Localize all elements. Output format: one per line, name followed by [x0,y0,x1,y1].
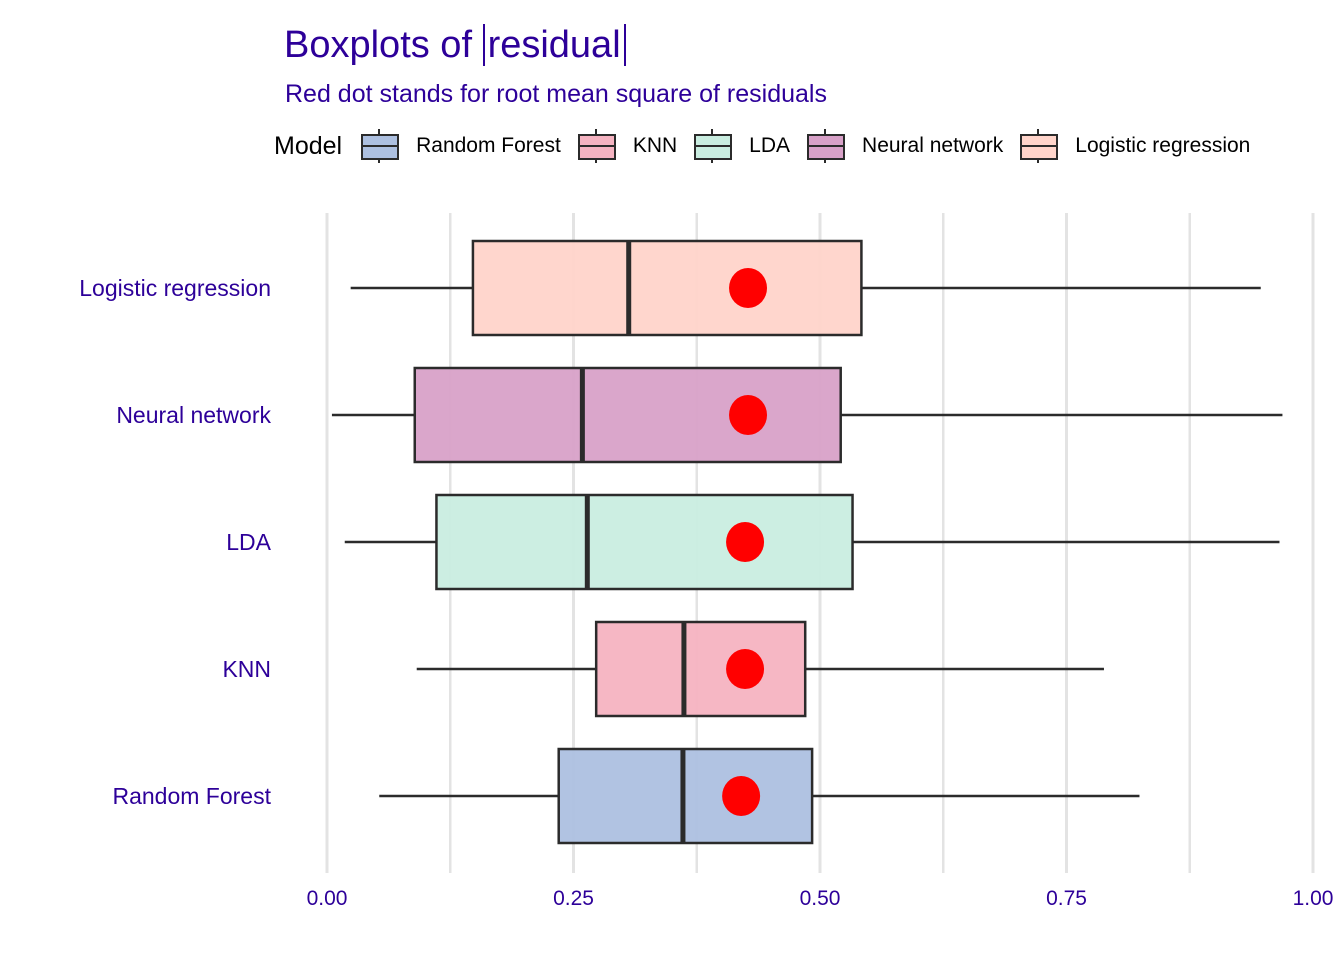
boxplot-knn [416,620,1104,718]
boxplot-neural-network [331,366,1283,464]
boxplots [331,239,1283,845]
legend-label: KNN [632,134,678,157]
legend-label: Logistic regression [1075,134,1251,157]
boxplot-logistic-regression [350,239,1261,337]
rmse-point [722,776,761,816]
rmse-point [726,649,765,689]
legend-item-neural-network: Neural network [806,128,1003,164]
rmse-point [729,268,768,308]
legend-item-random-forest: Random Forest [360,128,561,164]
iqr-box [435,493,854,591]
boxplot-random-forest [379,747,1140,845]
rmse-point [729,395,768,435]
x-tick-label: 0.25 [553,887,594,910]
legend-item-lda: LDA [693,128,790,164]
chart-subtitle: Red dot stands for root mean square of r… [285,80,827,108]
y-tick-label: Random Forest [112,783,271,809]
x-axis-labels: 0.00 0.25 0.50 0.75 1.00 [307,887,1334,910]
legend-key-icon [577,128,616,164]
x-tick-label: 0.00 [307,887,348,910]
x-tick-label: 0.50 [800,887,841,910]
y-axis-labels: Logistic regression Neural network LDA KNN R… [79,275,271,809]
iqr-box [594,620,807,718]
chart-title-prefix: Boxplots of [284,24,483,66]
x-tick-label: 0.75 [1046,887,1087,910]
legend-item-logistic-regression: Logistic regression [1019,128,1250,164]
y-tick-label: Neural network [116,402,271,428]
iqr-box [471,239,863,337]
legend-key-icon [693,128,733,164]
legend-label: LDA [749,134,791,157]
chart-title: Boxplots of residual [284,24,626,67]
y-tick-label: LDA [226,529,271,555]
legend-item-knn: KNN [577,128,677,164]
legend-key-icon [806,128,846,164]
x-tick-label: 1.00 [1293,887,1334,910]
chart-title-abs: residual [482,24,626,66]
iqr-box [413,366,842,464]
legend: Model Random Forest KNN LDA Neural netwo… [274,128,1266,164]
legend-label: Neural network [862,134,1004,157]
legend-label: Random Forest [416,134,561,157]
rmse-point [726,522,765,562]
y-tick-label: KNN [222,656,271,682]
legend-title: Model [274,131,343,160]
boxplot-lda [344,493,1280,591]
legend-key-icon [1019,128,1059,164]
y-tick-label: Logistic regression [79,275,271,301]
legend-key-icon [360,128,400,164]
